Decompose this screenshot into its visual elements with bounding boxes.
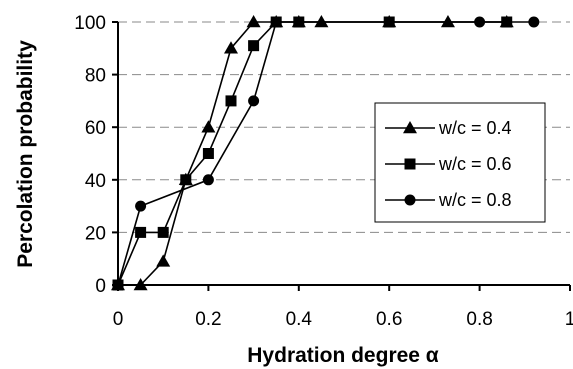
- data-point-circle-2: [202, 174, 214, 186]
- legend-marker-square: [404, 158, 416, 170]
- data-point-triangle-5: [224, 41, 238, 54]
- x-tick-label-1: 0.2: [195, 309, 221, 330]
- data-point-square-3: [180, 174, 192, 186]
- tick-labels: 0 20 40 60 80 100 0 0.2 0.4 0.6 0.8 1: [74, 13, 573, 330]
- x-tick-label-0: 0: [113, 309, 124, 330]
- data-point-circle-5: [474, 16, 486, 28]
- data-point-triangle-4: [201, 120, 216, 133]
- y-tick-label-5: 100: [74, 13, 106, 34]
- data-point-square-2: [157, 226, 169, 238]
- data-point-circle-0: [112, 279, 124, 291]
- data-point-square-6: [248, 40, 260, 52]
- legend-marker-circle: [404, 194, 416, 206]
- data-point-circle-3: [248, 95, 260, 107]
- y-tick-label-4: 80: [85, 66, 106, 87]
- y-tick-label-2: 40: [85, 171, 106, 192]
- data-point-triangle-9: [314, 15, 329, 28]
- data-point-triangle-2: [156, 254, 171, 267]
- series-group: [111, 15, 540, 291]
- y-tick-label-0: 0: [95, 276, 106, 297]
- data-point-circle-1: [135, 200, 147, 212]
- data-point-square-5: [225, 95, 237, 107]
- x-tick-label-3: 0.6: [376, 309, 402, 330]
- series-circle: [112, 16, 540, 291]
- x-axis-title: Hydration degree α: [247, 344, 439, 367]
- legend: w/c = 0.4 w/c = 0.6 w/c = 0.8: [374, 102, 546, 223]
- axes: [112, 21, 571, 291]
- legend-label-square: w/c = 0.6: [438, 154, 512, 174]
- x-tick-label-5: 1: [565, 309, 573, 330]
- y-tick-label-1: 20: [85, 223, 106, 244]
- data-point-circle-6: [528, 16, 540, 28]
- legend-label-triangle: w/c = 0.4: [438, 118, 512, 138]
- data-point-triangle-11: [440, 15, 455, 28]
- y-tick-label-3: 60: [85, 118, 106, 139]
- data-point-triangle-6: [246, 15, 261, 28]
- x-tick-label-4: 0.8: [466, 309, 492, 330]
- data-point-triangle-1: [133, 278, 148, 291]
- data-point-square-4: [202, 148, 214, 159]
- y-axis-title: Percolation probability: [14, 40, 37, 268]
- legend-box: [374, 102, 546, 223]
- data-point-circle-4: [270, 16, 282, 28]
- data-point-square-1: [135, 226, 147, 238]
- x-tick-label-2: 0.4: [286, 309, 313, 330]
- legend-marker-triangle: [403, 121, 417, 134]
- legend-label-circle: w/c = 0.8: [438, 190, 512, 210]
